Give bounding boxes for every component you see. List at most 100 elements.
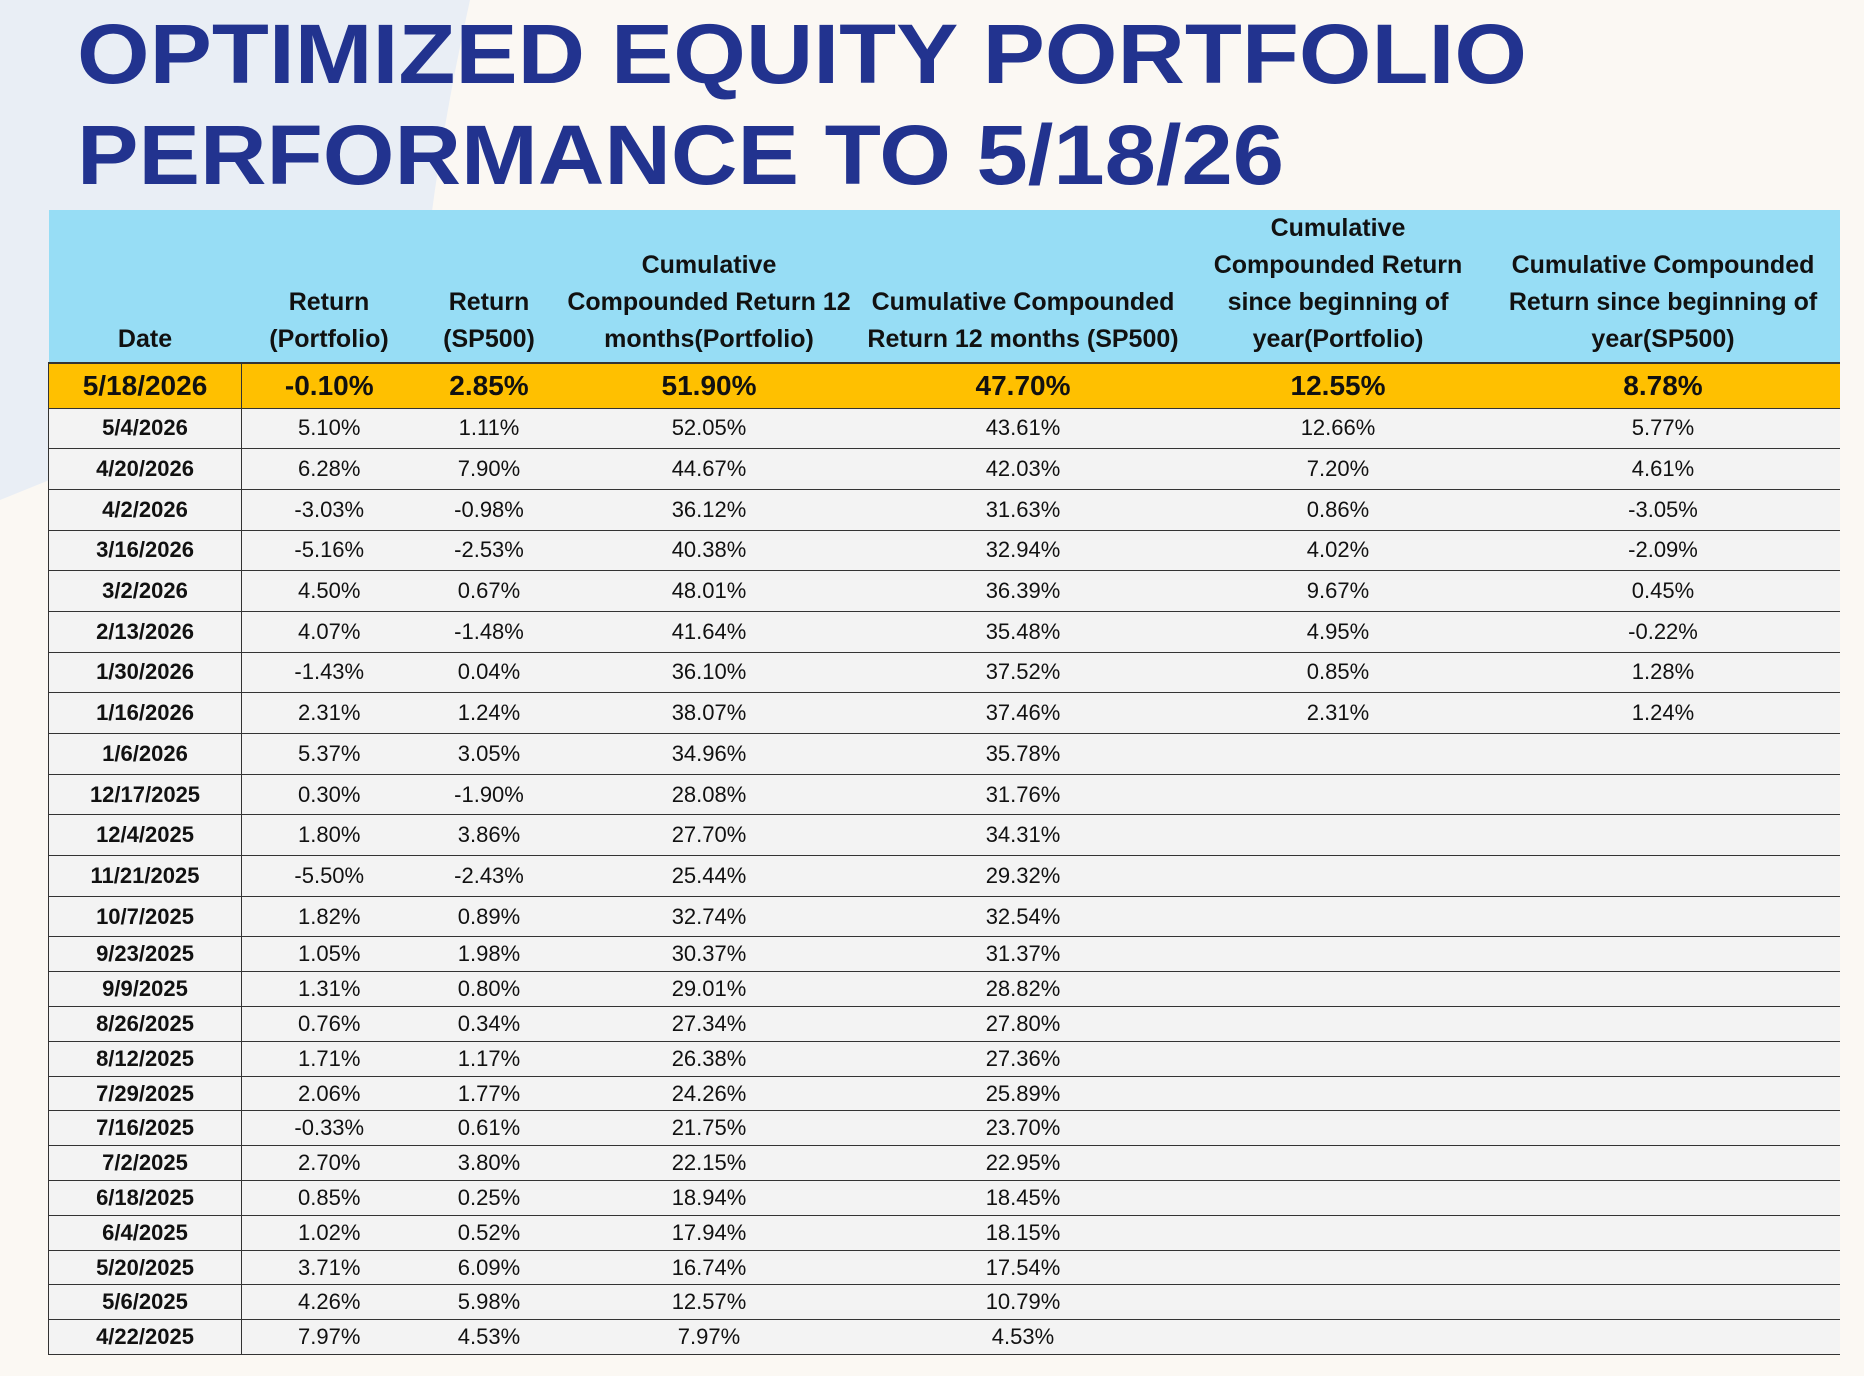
value-cell: 17.94% [561, 1215, 857, 1251]
value-cell: -2.09% [1486, 530, 1840, 572]
empty-cell [1486, 774, 1840, 816]
empty-cell [1189, 896, 1487, 938]
empty-cell [1486, 1284, 1840, 1321]
empty-cell [1189, 733, 1487, 775]
value-cell: 36.10% [561, 652, 857, 694]
value-cell: 7.97% [241, 1319, 417, 1355]
value-cell: 12.66% [1189, 408, 1487, 450]
table-row: 6/4/2025 1.02% 0.52% 17.94% 18.15% [48, 1215, 1840, 1251]
empty-cell [1486, 1180, 1840, 1216]
value-cell: 4.53% [416, 1319, 562, 1355]
value-cell: 0.25% [416, 1180, 562, 1216]
column-header: Date [48, 210, 242, 363]
empty-cell [1486, 855, 1840, 897]
table-row: 1/16/2026 2.31% 1.24% 38.07% 37.46% 2.31% 1.24… [48, 692, 1840, 734]
header-row: Date Return (Portfolio) Return (SP500) Cumu… [48, 210, 1840, 363]
date-cell: 9/23/2025 [48, 936, 242, 973]
table-row: 9/9/2025 1.31% 0.80% 29.01% 28.82% [48, 971, 1840, 1008]
column-header: Cumulative Compounded Return 12 months(P… [561, 210, 857, 363]
date-cell: 12/17/2025 [48, 774, 242, 816]
empty-cell [1189, 855, 1487, 897]
value-cell: 1.24% [416, 692, 562, 734]
empty-cell [1486, 971, 1840, 1008]
value-cell: 36.12% [561, 489, 857, 531]
value-cell: 41.64% [561, 611, 857, 653]
table-row: 10/7/2025 1.82% 0.89% 32.74% 32.54% [48, 896, 1840, 938]
value-cell: 12.55% [1189, 362, 1487, 409]
value-cell: 4.50% [241, 570, 417, 612]
table-row: 5/4/2026 5.10% 1.11% 52.05% 43.61% 12.66% 5.77… [48, 408, 1840, 450]
value-cell: 0.30% [241, 774, 417, 816]
value-cell: 1.82% [241, 896, 417, 938]
value-cell: 0.34% [416, 1006, 562, 1042]
date-cell: 1/6/2026 [48, 733, 242, 775]
value-cell: 22.15% [561, 1145, 857, 1182]
value-cell: -0.22% [1486, 611, 1840, 653]
value-cell: 16.74% [561, 1250, 857, 1286]
date-cell: 5/18/2026 [48, 362, 242, 409]
value-cell: 5.37% [241, 733, 417, 775]
value-cell: -1.43% [241, 652, 417, 694]
value-cell: 27.70% [561, 814, 857, 857]
value-cell: 12.57% [561, 1284, 857, 1321]
table-row: 1/30/2026 -1.43% 0.04% 36.10% 37.52% 0.85% 1.2… [48, 652, 1840, 694]
value-cell: -2.53% [416, 530, 562, 572]
table-row: 3/2/2026 4.50% 0.67% 48.01% 36.39% 9.67% 0.45% [48, 570, 1840, 612]
value-cell: 5.98% [416, 1284, 562, 1321]
empty-cell [1486, 1215, 1840, 1251]
value-cell: -2.43% [416, 855, 562, 897]
value-cell: 32.94% [856, 530, 1190, 572]
table-row: 8/26/2025 0.76% 0.34% 27.34% 27.80% [48, 1006, 1840, 1042]
table-row: 4/22/2025 7.97% 4.53% 7.97% 4.53% [48, 1319, 1840, 1355]
empty-cell [1486, 896, 1840, 938]
value-cell: 27.34% [561, 1006, 857, 1042]
value-cell: 37.46% [856, 692, 1190, 734]
value-cell: 5.77% [1486, 408, 1840, 450]
value-cell: 2.31% [241, 692, 417, 734]
value-cell: 18.15% [856, 1215, 1190, 1251]
title: OPTIMIZED EQUITY PORTFOLIO PERFORMANCE T… [77, 7, 1527, 202]
performance-table: Date Return (Portfolio) Return (SP500) Cumu… [48, 210, 1840, 1355]
value-cell: 28.08% [561, 774, 857, 816]
empty-cell [1189, 1319, 1487, 1355]
empty-cell [1189, 1284, 1487, 1321]
value-cell: 2.70% [241, 1145, 417, 1182]
value-cell: 32.54% [856, 896, 1190, 938]
empty-cell [1189, 1250, 1487, 1286]
date-cell: 4/22/2025 [48, 1319, 242, 1355]
value-cell: 6.28% [241, 448, 417, 490]
value-cell: 1.11% [416, 408, 562, 450]
value-cell: 37.52% [856, 652, 1190, 694]
empty-cell [1486, 1250, 1840, 1286]
empty-cell [1189, 1145, 1487, 1182]
value-cell: 29.32% [856, 855, 1190, 897]
empty-cell [1486, 1006, 1840, 1042]
date-cell: 10/7/2025 [48, 896, 242, 938]
empty-cell [1189, 1041, 1487, 1077]
date-cell: 3/2/2026 [48, 570, 242, 612]
value-cell: 4.26% [241, 1284, 417, 1321]
empty-cell [1189, 814, 1487, 857]
date-cell: 7/29/2025 [48, 1076, 242, 1112]
value-cell: 27.80% [856, 1006, 1190, 1042]
title-line: PERFORMANCE TO 5/18/26 [77, 108, 1284, 202]
value-cell: 25.89% [856, 1076, 1190, 1112]
value-cell: 31.37% [856, 936, 1190, 973]
value-cell: -0.10% [241, 362, 417, 409]
empty-cell [1189, 774, 1487, 816]
value-cell: 4.61% [1486, 448, 1840, 490]
value-cell: 24.26% [561, 1076, 857, 1112]
date-cell: 8/12/2025 [48, 1041, 242, 1077]
value-cell: -5.50% [241, 855, 417, 897]
value-cell: 29.01% [561, 971, 857, 1008]
value-cell: 47.70% [856, 362, 1190, 409]
table-row: 9/23/2025 1.05% 1.98% 30.37% 31.37% [48, 936, 1840, 973]
column-header: Cumulative Compounded Return since begin… [1189, 210, 1487, 363]
date-cell: 9/9/2025 [48, 971, 242, 1008]
empty-cell [1486, 1041, 1840, 1077]
value-cell: 0.61% [416, 1110, 562, 1147]
value-cell: 4.02% [1189, 530, 1487, 572]
date-cell: 5/6/2025 [48, 1284, 242, 1321]
value-cell: 6.09% [416, 1250, 562, 1286]
